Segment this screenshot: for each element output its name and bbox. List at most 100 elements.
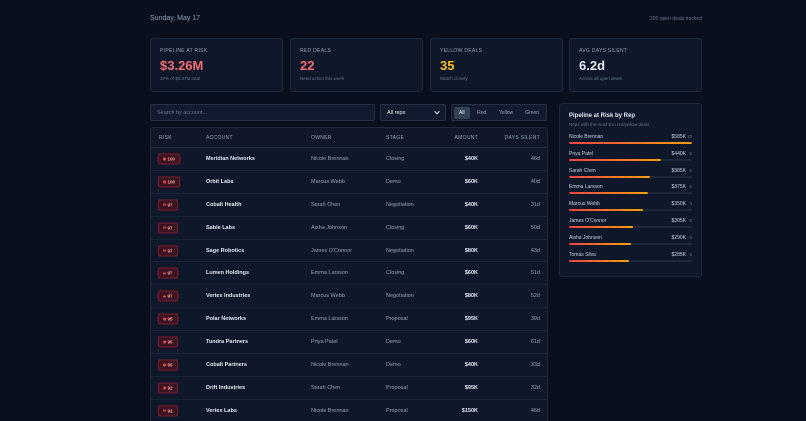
risk-badge: 95 bbox=[158, 359, 178, 371]
rep-row[interactable]: Tomás Silva $285K 5 bbox=[569, 251, 692, 268]
risk-score: 95 bbox=[167, 339, 173, 345]
account-name[interactable]: Cobalt Partners bbox=[206, 361, 247, 368]
owner-name: Marcus Webb bbox=[311, 178, 345, 185]
rep-deal-count: 6 bbox=[689, 150, 692, 156]
kpi-card-yellow-deals: YELLOW DEALS 35 Watch closely bbox=[430, 38, 563, 92]
table-row[interactable]: 100 Meridian Networks Nicole Brennan Closin… bbox=[151, 148, 547, 171]
kpi-value: $3.26M bbox=[160, 58, 204, 73]
account-name[interactable]: Cobalt Health bbox=[206, 201, 242, 208]
deal-stage: Negotiation bbox=[386, 247, 414, 254]
deal-stage: Proposal bbox=[386, 407, 408, 414]
rep-deal-count: 5 bbox=[689, 251, 692, 257]
owner-name: Nicole Brennan bbox=[311, 361, 349, 368]
rep-risk-bar-track bbox=[569, 175, 692, 178]
rep-name: Emma Larsson bbox=[569, 184, 603, 191]
deal-stage: Proposal bbox=[386, 384, 408, 391]
account-name[interactable]: Meridian Networks bbox=[206, 155, 255, 162]
rep-row[interactable]: Priya Patel $440K 6 bbox=[569, 150, 692, 167]
panel-title: Pipeline at Risk by Rep bbox=[569, 113, 636, 119]
table-row[interactable]: 97 Sage Robotics James O'Connor Negotiation… bbox=[151, 240, 547, 263]
table-row[interactable]: 97 Lumen Holdings Emma Larsson Closing $60K 5… bbox=[151, 262, 547, 286]
rep-at-risk-value: $375K bbox=[671, 184, 686, 191]
risk-score: 92 bbox=[167, 385, 173, 391]
column-header-amount[interactable]: AMOUNT bbox=[454, 135, 478, 141]
account-search-input[interactable] bbox=[150, 104, 375, 121]
deal-amount: $40K bbox=[464, 155, 478, 162]
column-header-risk[interactable]: RISK bbox=[159, 135, 172, 141]
account-name[interactable]: Vertex Industries bbox=[206, 293, 251, 300]
kpi-subtext: Need action this week bbox=[300, 76, 345, 81]
rep-risk-bar-track bbox=[569, 259, 692, 262]
rep-row[interactable]: James O'Connor $305K 5 bbox=[569, 217, 692, 234]
rep-row[interactable]: Marcus Webb $350K 4 bbox=[569, 200, 692, 217]
risk-score: 95 bbox=[167, 362, 173, 368]
segment-all[interactable]: All bbox=[454, 106, 470, 119]
segment-yellow[interactable]: Yellow bbox=[498, 109, 514, 116]
column-header-account[interactable]: ACCOUNT bbox=[206, 135, 233, 141]
account-name[interactable]: Vertex Labs bbox=[206, 407, 237, 414]
days-silent: 61d bbox=[530, 339, 540, 346]
deal-amount: $80K bbox=[464, 247, 478, 254]
rep-name: Sarah Chen bbox=[569, 167, 596, 174]
rep-row[interactable]: Emma Larsson $375K 6 bbox=[569, 183, 692, 200]
deal-amount: $60K bbox=[464, 178, 478, 185]
table-row[interactable]: 100 Orbit Labs Marcus Webb Demo $60K 40d bbox=[151, 171, 547, 194]
rep-row[interactable]: Nicole Brennan $585K 10 bbox=[569, 133, 692, 150]
risk-badge: 97 bbox=[158, 222, 178, 234]
rep-name: Tomás Silva bbox=[569, 251, 596, 258]
deal-stage: Demo bbox=[386, 339, 401, 346]
rep-risk-bar-fill bbox=[569, 158, 662, 161]
risk-score: 97 bbox=[167, 248, 173, 253]
risk-dot-icon bbox=[163, 180, 166, 184]
account-name[interactable]: Sable Labs bbox=[206, 224, 236, 231]
account-name[interactable]: Sage Robotics bbox=[206, 247, 245, 254]
table-row[interactable]: 95 Polar Networks Emma Larsson Proposal $95K… bbox=[151, 308, 547, 332]
rep-risk-bar-fill bbox=[569, 259, 630, 262]
table-row[interactable]: 92 Vertex Labs Nicole Brennan Proposal $150K… bbox=[151, 400, 547, 421]
risk-dot-icon bbox=[163, 409, 166, 412]
rep-risk-bar-fill bbox=[569, 175, 651, 178]
owner-name: Emma Larsson bbox=[311, 316, 348, 323]
risk-badge: 97 bbox=[158, 267, 178, 279]
table-row[interactable]: 92 Drift Industries Sarah Chen Proposal $95K… bbox=[151, 377, 547, 400]
account-name[interactable]: Tundra Partners bbox=[206, 339, 249, 346]
risk-dot-icon bbox=[163, 363, 166, 367]
rep-risk-bar-fill bbox=[569, 209, 643, 212]
column-header-days-silent[interactable]: DAYS SILENT bbox=[504, 135, 540, 141]
segment-green[interactable]: Green bbox=[525, 109, 539, 116]
deal-stage: Negotiation bbox=[386, 201, 414, 208]
kpi-card-avg-days-silent: AVG DAYS SILENT 6.2d Across all open dea… bbox=[569, 38, 702, 92]
account-name[interactable]: Lumen Holdings bbox=[206, 270, 250, 277]
page-date: Sunday, May 17 bbox=[150, 15, 201, 22]
account-name[interactable]: Orbit Labs bbox=[206, 178, 234, 185]
rep-deal-count: 5 bbox=[689, 217, 692, 223]
days-silent: 31d bbox=[530, 201, 540, 208]
column-header-stage[interactable]: STAGE bbox=[386, 135, 405, 141]
rep-row[interactable]: Aisha Johnson $290K 6 bbox=[569, 234, 692, 251]
column-header-owner[interactable]: OWNER bbox=[311, 135, 332, 141]
days-silent: 33d bbox=[530, 361, 540, 368]
kpi-subtext: Watch closely bbox=[440, 76, 468, 81]
table-row[interactable]: 97 Vertex Industries Marcus Webb Negotiatio… bbox=[151, 285, 547, 309]
table-row[interactable]: 95 Cobalt Partners Nicole Brennan Demo $40K 3… bbox=[151, 354, 547, 377]
rep-deal-count: 4 bbox=[689, 201, 692, 207]
account-name[interactable]: Polar Networks bbox=[206, 316, 247, 323]
kpi-label: YELLOW DEALS bbox=[440, 48, 483, 54]
rep-deal-count: 6 bbox=[689, 184, 692, 190]
owner-name: Sarah Chen bbox=[311, 384, 341, 391]
rep-filter-select[interactable]: All reps bbox=[380, 104, 446, 121]
deal-amount: $80K bbox=[464, 293, 478, 300]
table-row[interactable]: 97 Sable Labs Aisha Johnson Closing $60K 50d bbox=[151, 217, 547, 240]
segment-red[interactable]: Red bbox=[477, 109, 487, 116]
risk-badge: 92 bbox=[158, 405, 178, 417]
table-row[interactable]: 97 Cobalt Health Sarah Chen Negotiation $40K… bbox=[151, 194, 547, 217]
rep-row[interactable]: Sarah Chen $385K 6 bbox=[569, 167, 692, 184]
risk-score: 97 bbox=[167, 293, 173, 299]
rep-risk-bar-fill bbox=[569, 192, 648, 195]
table-row[interactable]: 95 Tundra Partners Priya Patel Demo $60K 61d bbox=[151, 331, 547, 355]
account-name[interactable]: Drift Industries bbox=[206, 384, 246, 391]
risk-badge: 95 bbox=[158, 313, 178, 325]
days-silent: 52d bbox=[530, 293, 540, 300]
deals-tracked-count: 200 open deals tracked bbox=[650, 16, 702, 22]
